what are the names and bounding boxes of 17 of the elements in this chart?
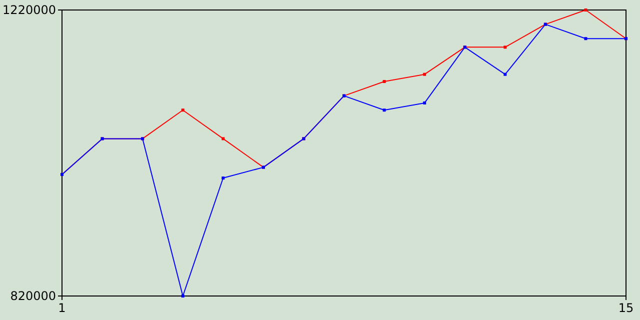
point	[584, 37, 588, 40]
point	[222, 176, 225, 180]
y-tick-label: 1220000	[2, 3, 56, 18]
point	[584, 8, 588, 12]
y-tick-label: 820000	[10, 289, 56, 304]
point	[222, 137, 225, 140]
point	[382, 80, 386, 83]
point	[181, 108, 184, 112]
line-series	[60, 22, 628, 298]
point	[382, 108, 386, 112]
point	[504, 46, 507, 49]
point	[504, 72, 507, 76]
point	[181, 294, 184, 298]
x-tick-label: 1	[58, 301, 66, 315]
x-tick-label: 15	[618, 301, 634, 315]
point	[423, 72, 426, 76]
point	[423, 101, 426, 104]
